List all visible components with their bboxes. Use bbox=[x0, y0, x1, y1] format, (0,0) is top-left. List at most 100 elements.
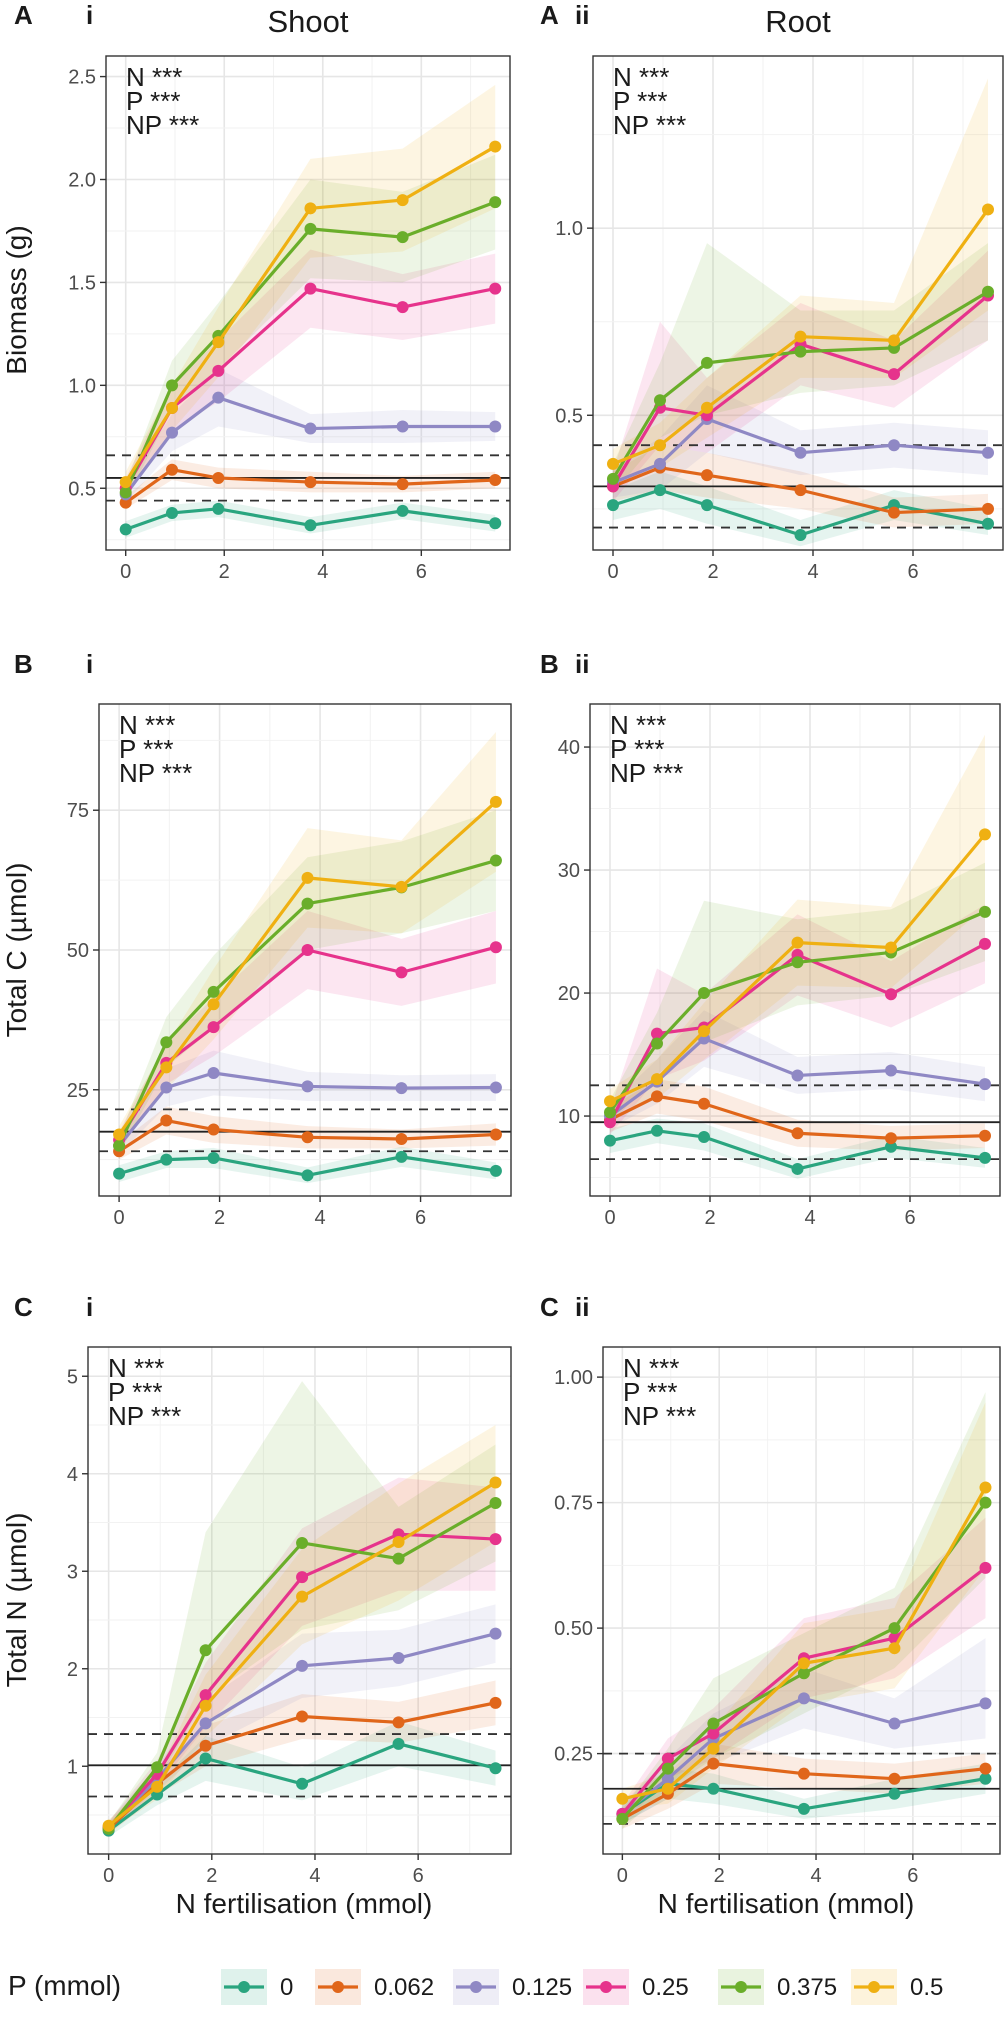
data-point bbox=[698, 1130, 710, 1143]
significance-label: N *** bbox=[126, 62, 182, 92]
significance-label: N *** bbox=[610, 710, 666, 740]
series-line-p-0.25 bbox=[611, 294, 990, 488]
data-point bbox=[661, 1762, 674, 1775]
x-tick-label: 4 bbox=[309, 1865, 320, 1887]
data-point bbox=[489, 1128, 502, 1141]
data-point bbox=[392, 1716, 405, 1729]
data-point bbox=[701, 469, 713, 482]
data-point bbox=[395, 966, 408, 979]
x-tick-label: 0 bbox=[607, 561, 618, 583]
data-point bbox=[607, 457, 619, 470]
legend: P (mmol) 0 0.062 0.125 0.25 0.375 0.5 bbox=[8, 1969, 943, 2005]
data-point bbox=[797, 1767, 810, 1780]
data-point bbox=[698, 987, 710, 1000]
x-tick-label: 0 bbox=[120, 561, 131, 583]
plot-area bbox=[88, 1381, 511, 1837]
legend-label: 0.5 bbox=[910, 1974, 943, 2001]
data-point bbox=[395, 1150, 408, 1163]
data-point bbox=[212, 336, 225, 349]
y-tick-label: 20 bbox=[558, 983, 580, 1005]
panel-letter: B bbox=[14, 649, 33, 679]
data-point bbox=[885, 988, 897, 1001]
ribbon-p-0.5 bbox=[610, 734, 985, 1114]
panel-frame bbox=[602, 1346, 1001, 1855]
significance-label: P *** bbox=[610, 734, 664, 764]
series-line-p-0.375 bbox=[611, 290, 989, 480]
x-tick-label: 2 bbox=[707, 561, 718, 583]
data-point bbox=[888, 1717, 901, 1730]
data-point bbox=[885, 1064, 897, 1077]
data-point bbox=[396, 194, 409, 207]
data-point bbox=[396, 504, 409, 517]
panel-frame bbox=[87, 1346, 512, 1855]
series-line-p-0 bbox=[621, 1777, 986, 1816]
data-point bbox=[979, 1496, 992, 1509]
data-point bbox=[885, 1132, 897, 1145]
data-point bbox=[651, 1073, 663, 1086]
data-point bbox=[392, 1536, 405, 1548]
series-line-p-0.375 bbox=[124, 200, 496, 494]
y-tick-label: 0.25 bbox=[554, 1744, 593, 1766]
panel-roman: ii bbox=[575, 649, 589, 679]
data-point bbox=[207, 1067, 220, 1079]
data-point bbox=[979, 937, 991, 950]
grid bbox=[106, 56, 510, 550]
data-point bbox=[651, 1037, 663, 1050]
data-point bbox=[396, 478, 409, 491]
significance-label: N *** bbox=[623, 1353, 679, 1383]
data-point bbox=[707, 1757, 720, 1770]
data-point bbox=[791, 956, 804, 969]
data-point bbox=[794, 330, 807, 343]
data-point bbox=[701, 499, 713, 512]
data-point bbox=[160, 1081, 173, 1094]
x-tick-label: 2 bbox=[206, 1865, 217, 1887]
data-point bbox=[301, 1169, 314, 1182]
x-axis-title-root: N fertilisation (mmol) bbox=[658, 1888, 915, 1919]
series-line-p-0 bbox=[118, 1155, 497, 1177]
data-point bbox=[654, 457, 666, 470]
data-point bbox=[651, 1124, 663, 1137]
data-point bbox=[701, 356, 713, 369]
series-line-p-0 bbox=[125, 507, 496, 531]
data-point bbox=[888, 439, 900, 452]
data-point bbox=[489, 795, 502, 808]
grid bbox=[593, 56, 1003, 550]
data-point bbox=[489, 474, 502, 487]
ribbon-p-0.375 bbox=[108, 1381, 496, 1835]
y-tick-label: 30 bbox=[558, 860, 580, 882]
plot-area bbox=[99, 731, 511, 1184]
significance-label: N *** bbox=[119, 710, 175, 740]
data-point bbox=[166, 463, 179, 476]
data-point bbox=[791, 1069, 804, 1082]
data-point bbox=[791, 1127, 804, 1140]
data-point bbox=[304, 519, 317, 532]
x-tick-label: 0 bbox=[617, 1865, 628, 1887]
data-point bbox=[166, 426, 179, 439]
data-point bbox=[304, 282, 317, 295]
y-axis-title: Biomass (g) bbox=[1, 225, 32, 374]
data-point bbox=[304, 222, 317, 235]
data-point bbox=[979, 1561, 992, 1574]
ribbon-p-0.5 bbox=[622, 1402, 986, 1809]
x-tick-label: 6 bbox=[907, 561, 918, 583]
data-point bbox=[698, 1025, 710, 1038]
x-axis-title-shoot: N fertilisation (mmol) bbox=[176, 1888, 433, 1919]
ribbon-p-0.375 bbox=[610, 862, 985, 1125]
significance-label: P *** bbox=[613, 86, 667, 116]
series-line-p-0.5 bbox=[622, 1486, 987, 1801]
series-line-p-0.25 bbox=[621, 1566, 987, 1815]
significance-label: NP *** bbox=[623, 1401, 696, 1431]
data-point bbox=[166, 506, 179, 519]
significance-label: P *** bbox=[623, 1377, 677, 1407]
data-point bbox=[160, 1153, 173, 1166]
data-point bbox=[489, 517, 502, 530]
data-point bbox=[654, 394, 666, 407]
series-line-p-0.5 bbox=[609, 833, 987, 1103]
data-point bbox=[166, 379, 179, 392]
data-point bbox=[888, 1622, 901, 1635]
x-tick-label: 0 bbox=[114, 1207, 125, 1229]
